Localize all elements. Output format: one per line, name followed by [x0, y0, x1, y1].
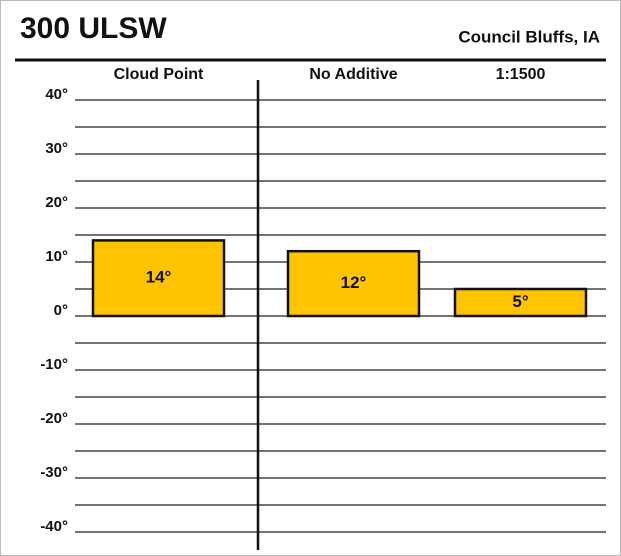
value-label: 12° — [341, 273, 367, 292]
y-tick-label: 10° — [45, 248, 68, 265]
value-label: 5° — [512, 292, 528, 311]
y-tick-label: 40° — [45, 86, 68, 103]
bar — [91, 239, 226, 318]
category-label: 1:1500 — [496, 66, 546, 83]
y-tick-label: -30° — [40, 464, 68, 481]
chart-title: 300 ULSW — [20, 12, 167, 45]
category-label: No Additive — [309, 66, 397, 83]
bar — [286, 249, 421, 318]
y-tick-label: -40° — [40, 518, 68, 535]
value-label: 14° — [146, 268, 172, 287]
category-label: Cloud Point — [114, 66, 204, 83]
y-tick-label: -20° — [40, 410, 68, 427]
y-tick-label: 20° — [45, 194, 68, 211]
chart-subtitle: Council Bluffs, IA — [458, 27, 600, 46]
bar — [453, 287, 588, 318]
y-tick-label: 30° — [45, 140, 68, 157]
y-tick-label: -10° — [40, 356, 68, 373]
y-tick-label: 0° — [54, 302, 68, 319]
